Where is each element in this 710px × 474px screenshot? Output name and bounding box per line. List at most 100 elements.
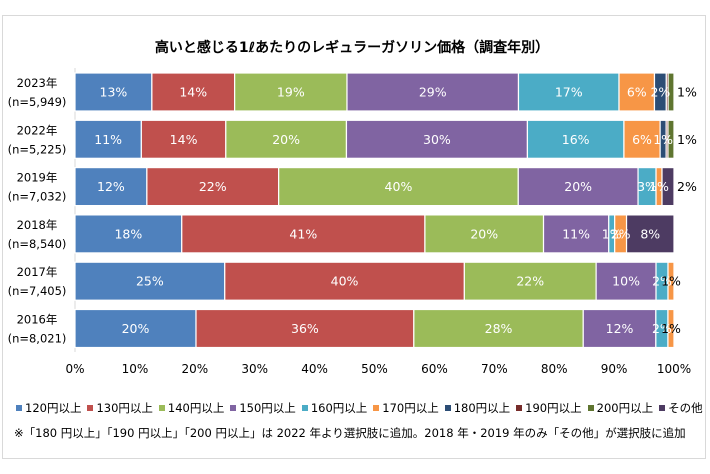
legend-label: 140円以上 <box>167 401 225 415</box>
bar-segment <box>74 214 183 254</box>
data-label: 1% <box>602 226 622 241</box>
data-label: 2% <box>652 321 672 336</box>
x-tick-label: 40% <box>301 362 328 376</box>
y-axis-label-year: 2023年 <box>17 76 58 90</box>
data-label: 8% <box>640 226 660 241</box>
legend-item: 130円以上 <box>87 400 153 416</box>
legend-swatch <box>659 405 666 411</box>
data-label: 1% <box>677 132 697 147</box>
data-label: 20% <box>122 321 150 336</box>
legend-label: 120円以上 <box>25 401 82 415</box>
data-label: 12% <box>97 179 125 194</box>
legend-label: 130円以上 <box>96 401 153 415</box>
data-label: 14% <box>179 85 207 100</box>
data-label: 16% <box>562 132 590 147</box>
y-axis-label-n: (n=5,225) <box>8 142 67 156</box>
bar-segment <box>151 72 236 112</box>
data-label: 17% <box>555 85 583 100</box>
bar-segment <box>625 214 675 254</box>
x-tick-label: 30% <box>241 362 268 376</box>
x-axis-ticks: 0% 10% 20% 30% 40% 50% 60% 70% 80% 90% 100% <box>65 362 691 376</box>
data-label: 29% <box>419 85 447 100</box>
legend-swatch <box>587 405 594 411</box>
y-axis-label-year: 2022年 <box>17 123 58 137</box>
chart-title: 高いと感じる1ℓあたりのレギュラーガソリン価格（調査年別） <box>155 39 549 56</box>
bar-segment <box>345 119 529 159</box>
bar-segment <box>278 167 519 207</box>
bar-segment <box>667 261 675 301</box>
legend-swatch <box>373 405 380 411</box>
legend-label: その他 <box>668 401 703 415</box>
data-label: 30% <box>423 132 451 147</box>
data-label: 2% <box>611 226 631 241</box>
data-label: 1% <box>653 132 673 147</box>
x-tick-label: 90% <box>601 362 628 376</box>
legend-swatch <box>230 405 237 411</box>
data-label: 40% <box>331 274 359 289</box>
x-tick-label: 100% <box>657 362 691 376</box>
legend-item: 180円以上 <box>444 400 511 416</box>
data-label: 6% <box>632 132 652 147</box>
bar-segment <box>661 167 675 207</box>
x-tick-label: 0% <box>65 362 84 376</box>
legend-label: 170円以上 <box>382 401 439 415</box>
data-label: 20% <box>564 179 592 194</box>
data-label: 36% <box>291 321 319 336</box>
legend-item: 190円以上 <box>516 400 582 416</box>
y-axis-label-n: (n=8,540) <box>8 237 67 251</box>
legend-swatch <box>444 405 451 411</box>
legend-swatch <box>158 405 165 411</box>
data-label: 22% <box>199 179 227 194</box>
data-label: 14% <box>170 132 198 147</box>
y-axis-label-n: (n=7,032) <box>8 190 67 204</box>
legend-item: 170円以上 <box>373 400 439 416</box>
y-axis-label-year: 2019年 <box>17 171 58 185</box>
bar-segment <box>582 308 657 349</box>
y-axis-label-year: 2017年 <box>17 265 58 279</box>
bar-segment <box>595 261 657 301</box>
data-label: 3% <box>637 179 657 194</box>
data-label: 11% <box>562 226 590 241</box>
chart-frame <box>2 15 706 459</box>
x-tick-label: 60% <box>421 362 448 376</box>
legend-label: 150円以上 <box>239 401 296 415</box>
bar-segment <box>74 72 153 112</box>
legend-swatch <box>87 405 94 411</box>
x-tick-label: 20% <box>181 362 208 376</box>
legend-item: 140円以上 <box>158 400 225 416</box>
bar-segment <box>667 308 675 349</box>
bar-segment <box>526 119 625 159</box>
legend-label: 180円以上 <box>453 401 511 415</box>
data-label: 2% <box>652 274 672 289</box>
bar-segment <box>74 119 142 159</box>
bars-group <box>74 72 675 349</box>
bar-segment <box>542 214 610 254</box>
bar-segment <box>140 119 227 159</box>
legend-label: 200円以上 <box>596 401 654 415</box>
footnote: ※「180 円以上」「190 円以上」「200 円以上」は 2022 年より選択… <box>14 426 686 440</box>
data-label: 1% <box>661 321 681 336</box>
data-label: 13% <box>100 85 128 100</box>
legend-label: 190円以上 <box>525 401 582 415</box>
data-label: 12% <box>606 321 634 336</box>
bar-segment <box>517 167 639 207</box>
legend-item: その他 <box>659 400 703 416</box>
data-label: 10% <box>612 274 640 289</box>
legend-swatch <box>516 405 523 411</box>
bar-segment <box>346 72 520 112</box>
data-label: 1% <box>661 274 681 289</box>
data-label: 25% <box>136 274 164 289</box>
data-label: 2% <box>650 85 670 100</box>
x-tick-label: 50% <box>361 362 388 376</box>
legend-item: 120円以上 <box>16 400 81 416</box>
legend-item: 160円以上 <box>301 400 367 416</box>
bar-segment <box>195 308 415 349</box>
data-label: 1% <box>649 179 669 194</box>
bar-segment <box>618 72 656 112</box>
data-label: 6% <box>627 85 647 100</box>
legend: 120円以上 130円以上 140円以上 150円以上 160円以上 170円以上 180円… <box>16 400 703 416</box>
x-tick-label: 80% <box>541 362 568 376</box>
bar-segment <box>424 214 545 254</box>
data-label: 1% <box>677 85 697 100</box>
